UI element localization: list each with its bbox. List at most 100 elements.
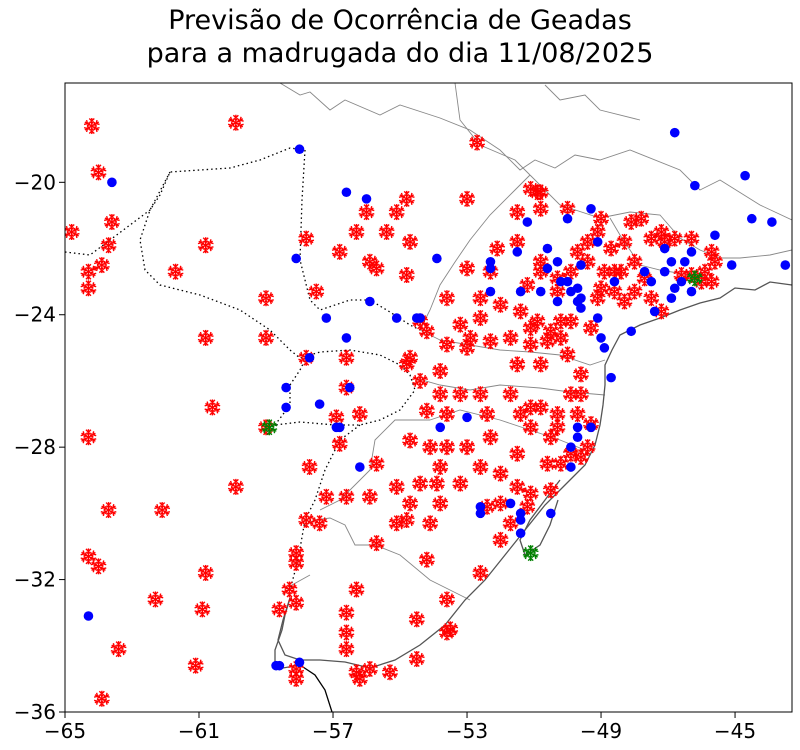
red-snowflake-marker xyxy=(204,399,220,415)
red-snowflake-marker xyxy=(523,486,539,502)
blue-dot-marker xyxy=(572,422,583,433)
red-snowflake-marker xyxy=(569,406,585,422)
blue-dot-marker xyxy=(686,247,697,257)
red-snowflake-marker xyxy=(352,406,368,422)
blue-dot-marker xyxy=(515,508,526,519)
red-snowflake-marker xyxy=(472,459,488,475)
red-snowflake-marker xyxy=(84,118,100,134)
red-snowflake-marker xyxy=(110,641,126,657)
red-snowflake-marker xyxy=(167,264,183,280)
blue-dot-marker xyxy=(462,412,472,423)
red-snowflake-marker xyxy=(439,591,455,607)
red-snowflake-marker xyxy=(469,135,485,151)
red-snowflake-marker xyxy=(432,459,448,475)
blue-dot-marker xyxy=(566,442,576,452)
blue-dot-marker xyxy=(515,528,526,539)
red-snowflake-marker xyxy=(432,363,448,379)
x-tick-label: −61 xyxy=(178,719,220,743)
blue-dot-marker xyxy=(515,286,526,297)
blue-dot-marker xyxy=(666,293,677,303)
argentina-coast xyxy=(299,664,333,712)
red-snowflake-marker xyxy=(419,403,435,419)
red-snowflake-marker xyxy=(338,641,354,657)
red-snowflake-marker xyxy=(228,115,244,131)
red-snowflake-marker xyxy=(533,201,549,217)
blue-dot-marker xyxy=(83,611,94,621)
blue-dot-marker xyxy=(281,402,291,413)
red-snowflake-marker xyxy=(348,582,364,598)
blue-dot-marker xyxy=(432,253,442,264)
red-snowflake-marker xyxy=(459,340,475,356)
red-snowflake-marker xyxy=(439,290,455,306)
x-tick-label: −49 xyxy=(580,719,622,743)
blue-dot-marker xyxy=(485,256,496,267)
red-snowflake-marker xyxy=(509,479,525,495)
red-snowflake-marker xyxy=(258,419,274,435)
blue-dot-marker xyxy=(746,213,757,224)
blue-dot-marker xyxy=(690,180,700,191)
blue-dot-marker xyxy=(562,276,573,287)
blue-dot-marker xyxy=(107,177,117,188)
red-snowflake-marker xyxy=(147,591,163,607)
blue-dot-marker xyxy=(291,253,301,264)
red-snowflake-marker xyxy=(452,386,468,402)
x-tick-label: −57 xyxy=(312,719,354,743)
red-snowflake-marker xyxy=(258,330,274,346)
blue-dot-marker xyxy=(572,283,583,294)
blue-dot-marker xyxy=(659,243,670,254)
red-snowflake-marker xyxy=(479,406,495,422)
red-snowflake-marker xyxy=(472,310,488,326)
blue-dot-marker xyxy=(552,296,563,307)
red-snowflake-marker xyxy=(409,611,425,627)
blue-dot-marker xyxy=(646,276,657,287)
blue-dot-marker xyxy=(599,343,610,353)
red-snowflake-marker xyxy=(90,164,106,180)
blue-dot-marker xyxy=(780,260,791,270)
red-snowflake-marker xyxy=(573,366,589,382)
blue-dot-marker xyxy=(271,660,281,671)
blue-dot-marker xyxy=(609,276,620,287)
red-snowflake-marker xyxy=(399,191,415,207)
red-snowflake-marker xyxy=(154,502,170,518)
red-snowflake-marker xyxy=(187,658,203,674)
red-snowflake-marker xyxy=(593,280,609,296)
red-snowflake-marker xyxy=(271,601,287,617)
y-tick-label: −20 xyxy=(14,170,56,194)
red-snowflake-marker xyxy=(194,601,210,617)
blue-dot-marker xyxy=(542,263,553,274)
red-snowflake-marker xyxy=(362,661,378,677)
blue-dot-marker xyxy=(669,127,680,138)
red-snowflake-marker xyxy=(489,241,505,257)
red-snowflake-marker xyxy=(228,479,244,495)
red-snowflake-marker xyxy=(492,297,508,313)
title-line-1: Previsão de Ocorrência de Geadas xyxy=(168,5,632,36)
red-snowflake-marker xyxy=(258,290,274,306)
blue-dot-marker xyxy=(294,144,305,155)
red-snowflake-marker xyxy=(288,671,304,687)
blue-dot-marker xyxy=(304,352,315,363)
y-tick-label: −36 xyxy=(14,700,56,724)
blue-dot-marker xyxy=(566,462,576,472)
blue-dot-marker xyxy=(321,313,332,323)
red-snowflake-marker xyxy=(412,476,428,492)
chart-title: Previsão de Ocorrência de Geadas para a … xyxy=(0,4,800,70)
red-snowflake-marker xyxy=(523,337,539,353)
blue-dot-marker xyxy=(586,204,596,214)
blue-dot-marker xyxy=(669,283,680,294)
red-snowflake-marker xyxy=(509,446,525,462)
red-snowflake-marker xyxy=(502,330,518,346)
blue-dot-marker xyxy=(552,256,563,267)
red-snowflake-marker xyxy=(399,267,415,283)
red-snowflake-marker xyxy=(492,466,508,482)
red-snowflake-marker xyxy=(559,346,575,362)
blue-dot-marker xyxy=(639,266,650,277)
blue-dot-marker xyxy=(341,333,352,343)
red-snowflake-marker xyxy=(422,439,438,455)
blue-dot-marker xyxy=(361,194,372,204)
red-snowflake-marker xyxy=(419,323,435,339)
red-snowflake-marker xyxy=(100,502,116,518)
red-snowflake-marker xyxy=(198,330,214,346)
blue-dot-marker xyxy=(435,422,446,433)
blue-dot-marker xyxy=(365,296,375,307)
red-snowflake-marker xyxy=(512,303,528,319)
